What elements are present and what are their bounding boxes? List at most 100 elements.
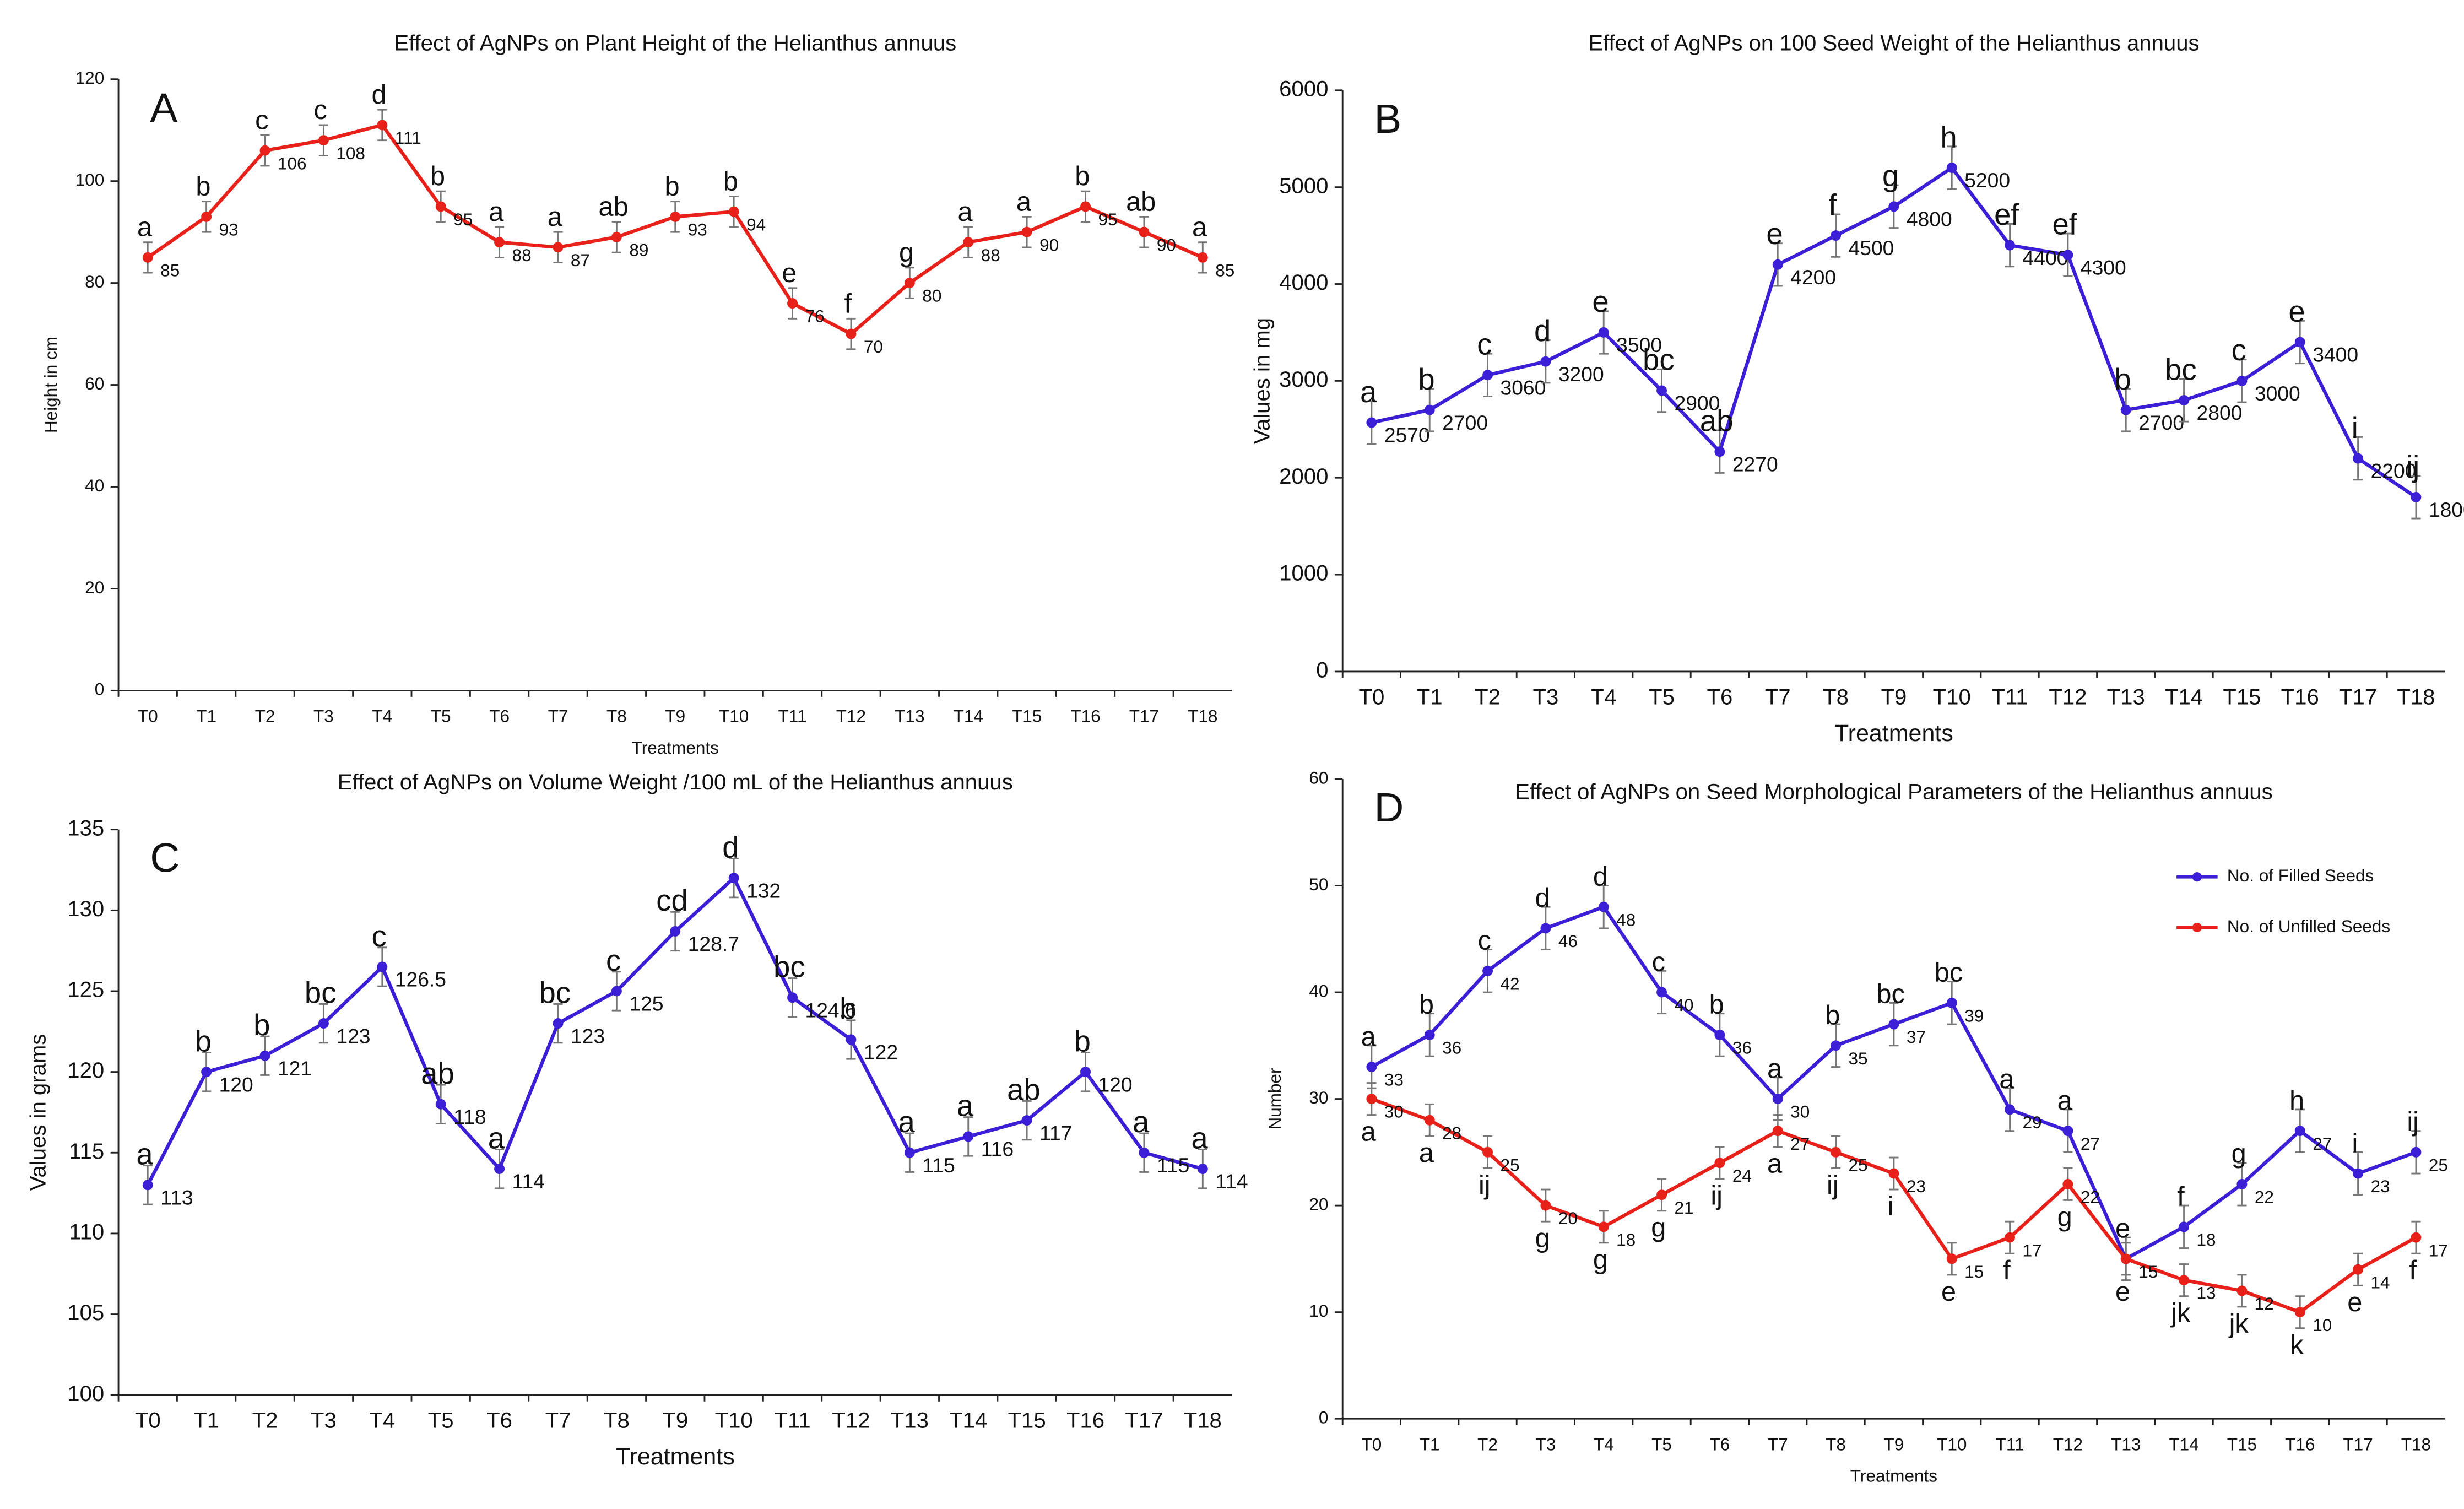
data-point bbox=[494, 1164, 505, 1175]
x-tick-label: T11 bbox=[774, 1408, 810, 1433]
x-tick-label: T17 bbox=[1125, 1408, 1163, 1433]
significance-letter: b bbox=[430, 161, 445, 191]
x-tick-label: T17 bbox=[2339, 684, 2377, 709]
significance-letter: ab bbox=[1700, 404, 1734, 438]
significance-letter: f bbox=[2003, 1256, 2011, 1285]
data-point bbox=[611, 231, 622, 242]
chart-title: Effect of AgNPs on 100 Seed Weight of th… bbox=[1588, 30, 2199, 55]
data-label: 5200 bbox=[1964, 169, 2010, 192]
y-tick-label: 105 bbox=[67, 1300, 104, 1325]
data-point bbox=[1831, 1040, 1842, 1051]
data-label: 12 bbox=[2255, 1294, 2274, 1313]
significance-letter: ij bbox=[2406, 450, 2419, 483]
data-point bbox=[1946, 997, 1957, 1008]
x-tick-label: T0 bbox=[1361, 1434, 1382, 1454]
significance-letter: e bbox=[782, 258, 797, 288]
significance-letter: ef bbox=[2052, 208, 2077, 241]
x-tick-label: T4 bbox=[369, 1408, 395, 1433]
x-tick-label: T7 bbox=[1768, 1434, 1788, 1454]
x-tick-label: T5 bbox=[431, 706, 451, 726]
x-tick-label: T6 bbox=[486, 1408, 512, 1433]
y-tick-label: 110 bbox=[69, 1220, 104, 1245]
x-tick-label: T5 bbox=[1651, 1434, 1672, 1454]
x-tick-label: T5 bbox=[428, 1408, 454, 1433]
x-tick-label: T10 bbox=[715, 1408, 753, 1433]
x-tick-label: T10 bbox=[719, 706, 749, 726]
data-point bbox=[1021, 1115, 1032, 1126]
x-tick-label: T9 bbox=[1884, 1434, 1904, 1454]
significance-letter: d bbox=[1534, 314, 1551, 348]
data-point bbox=[1197, 252, 1208, 263]
significance-letter: f bbox=[844, 289, 852, 318]
x-tick-label: T13 bbox=[2111, 1434, 2141, 1454]
y-tick-label: 5000 bbox=[1279, 173, 1328, 198]
y-tick-label: 135 bbox=[67, 815, 104, 840]
data-label: 93 bbox=[688, 220, 707, 240]
significance-letter: b bbox=[195, 1024, 212, 1058]
data-label: 117 bbox=[1039, 1121, 1072, 1144]
data-point bbox=[2179, 1221, 2190, 1232]
x-tick-label: T7 bbox=[1765, 684, 1791, 709]
data-point bbox=[1540, 1200, 1551, 1211]
data-point bbox=[201, 1067, 212, 1078]
x-tick-label: T12 bbox=[832, 1408, 870, 1433]
data-label: 126.5 bbox=[395, 968, 446, 991]
y-tick-label: 130 bbox=[67, 896, 104, 921]
data-point bbox=[1772, 1126, 1783, 1137]
significance-letter: d bbox=[372, 80, 387, 110]
significance-letter: a bbox=[488, 1121, 505, 1155]
data-point bbox=[1888, 201, 1899, 212]
x-tick-label: T6 bbox=[489, 706, 510, 726]
x-tick-label: T8 bbox=[604, 1408, 630, 1433]
data-point bbox=[2062, 1126, 2073, 1137]
x-tick-label: T0 bbox=[1358, 684, 1384, 709]
x-tick-label: T15 bbox=[2223, 684, 2261, 709]
data-point bbox=[1139, 1147, 1150, 1158]
data-label: 3060 bbox=[1500, 376, 1546, 399]
x-tick-label: T11 bbox=[1996, 1434, 2024, 1454]
data-label: 4200 bbox=[1790, 266, 1836, 289]
data-point bbox=[259, 145, 270, 156]
data-label: 85 bbox=[160, 261, 180, 280]
data-label: 114 bbox=[512, 1170, 545, 1193]
significance-letter: h bbox=[1940, 120, 1957, 154]
data-label: 76 bbox=[805, 306, 824, 326]
x-tick-label: T18 bbox=[1188, 706, 1217, 726]
data-point bbox=[1656, 385, 1667, 396]
data-label: 111 bbox=[395, 128, 421, 148]
data-point bbox=[2411, 1232, 2422, 1243]
data-label: 121 bbox=[278, 1057, 312, 1080]
data-point bbox=[846, 1034, 857, 1045]
data-point bbox=[494, 237, 505, 248]
significance-letter: a bbox=[137, 213, 153, 242]
data-label: 3000 bbox=[2255, 382, 2300, 405]
data-label: 28 bbox=[1442, 1123, 1461, 1143]
x-tick-label: T16 bbox=[1070, 706, 1100, 726]
data-label: 128.7 bbox=[688, 932, 739, 955]
data-point bbox=[1888, 1019, 1899, 1030]
y-tick-label: 20 bbox=[85, 577, 104, 597]
data-point bbox=[318, 135, 329, 146]
significance-letter: b bbox=[196, 172, 210, 202]
data-point bbox=[787, 992, 798, 1003]
data-label: 36 bbox=[1442, 1038, 1461, 1058]
data-label: 48 bbox=[1616, 910, 1636, 929]
data-label: 21 bbox=[1674, 1198, 1693, 1218]
data-point bbox=[728, 206, 739, 217]
data-label: 33 bbox=[1384, 1070, 1404, 1090]
data-point bbox=[1946, 1253, 1957, 1264]
significance-letter: bc bbox=[539, 976, 571, 1009]
x-tick-label: T10 bbox=[1937, 1434, 1967, 1454]
y-tick-label: 30 bbox=[1309, 1088, 1328, 1107]
x-tick-label: T4 bbox=[372, 706, 392, 726]
data-point bbox=[2236, 375, 2248, 386]
data-label: 27 bbox=[2081, 1134, 2100, 1154]
data-label: 35 bbox=[1849, 1048, 1868, 1068]
data-point bbox=[1714, 446, 1725, 457]
y-tick-label: 80 bbox=[85, 272, 104, 291]
data-point bbox=[259, 1050, 270, 1061]
data-label: 70 bbox=[864, 337, 883, 356]
y-tick-label: 6000 bbox=[1279, 76, 1328, 101]
significance-letter: b bbox=[1825, 1000, 1840, 1030]
